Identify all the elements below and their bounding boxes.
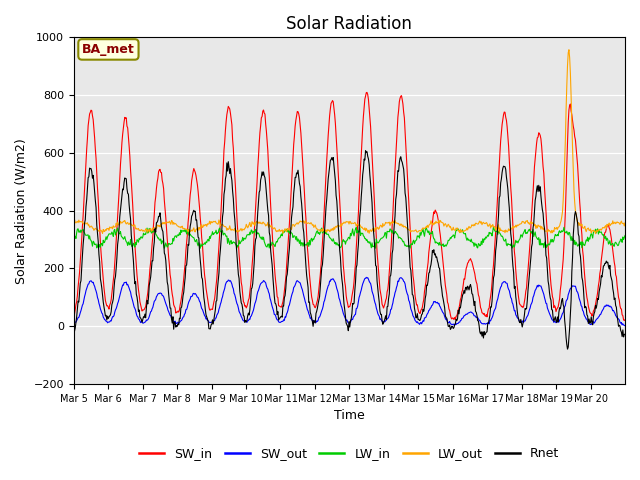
LW_out — [236, 228, 244, 233]
LW_in — [407, 241, 415, 247]
Rnet — [564, 346, 572, 352]
SW_in — [284, 244, 292, 250]
Rnet — [236, 288, 244, 294]
SW_out — [284, 307, 292, 313]
LW_in — [134, 239, 142, 245]
Rnet — [134, 309, 142, 314]
SW_out — [621, 323, 629, 329]
SW_in — [621, 317, 629, 323]
Legend: SW_in, SW_out, LW_in, LW_out, Rnet: SW_in, SW_out, LW_in, LW_out, Rnet — [134, 442, 564, 465]
Rnet — [362, 148, 369, 154]
LW_in — [264, 241, 271, 247]
Rnet — [407, 267, 415, 273]
LW_out — [565, 47, 573, 53]
SW_out — [407, 306, 415, 312]
LW_in — [285, 228, 292, 233]
Rnet — [284, 263, 292, 269]
SW_in — [236, 261, 244, 266]
Line: Rnet: Rnet — [74, 151, 625, 349]
SW_out — [438, 307, 445, 313]
LW_out — [134, 226, 142, 231]
LW_out — [263, 222, 271, 228]
Line: SW_in: SW_in — [74, 93, 625, 321]
SW_out — [70, 322, 77, 327]
Rnet — [438, 286, 445, 292]
LW_out — [437, 219, 445, 225]
SW_in — [263, 138, 271, 144]
LW_in — [438, 243, 445, 249]
LW_out — [592, 231, 600, 237]
X-axis label: Time: Time — [334, 409, 365, 422]
SW_in — [407, 239, 415, 245]
Rnet — [621, 331, 629, 337]
Title: Solar Radiation: Solar Radiation — [287, 15, 412, 33]
LW_out — [406, 227, 414, 233]
Rnet — [70, 329, 77, 335]
LW_in — [237, 240, 244, 245]
SW_out — [263, 285, 271, 291]
LW_out — [284, 227, 292, 232]
SW_in — [620, 318, 628, 324]
Rnet — [263, 199, 271, 204]
LW_in — [70, 232, 77, 238]
Text: BA_met: BA_met — [82, 43, 135, 56]
SW_in — [363, 90, 371, 96]
Line: SW_out: SW_out — [74, 277, 625, 326]
SW_in — [438, 247, 445, 252]
LW_out — [70, 218, 77, 224]
Line: LW_out: LW_out — [74, 50, 625, 234]
SW_in — [70, 313, 77, 319]
SW_out — [362, 275, 370, 280]
LW_out — [621, 220, 629, 226]
SW_out — [236, 310, 244, 316]
LW_in — [490, 224, 497, 229]
Line: LW_in: LW_in — [74, 227, 625, 248]
LW_in — [161, 245, 168, 251]
SW_out — [134, 316, 142, 322]
Y-axis label: Solar Radiation (W/m2): Solar Radiation (W/m2) — [15, 138, 28, 284]
LW_in — [621, 233, 629, 239]
SW_in — [134, 287, 142, 293]
